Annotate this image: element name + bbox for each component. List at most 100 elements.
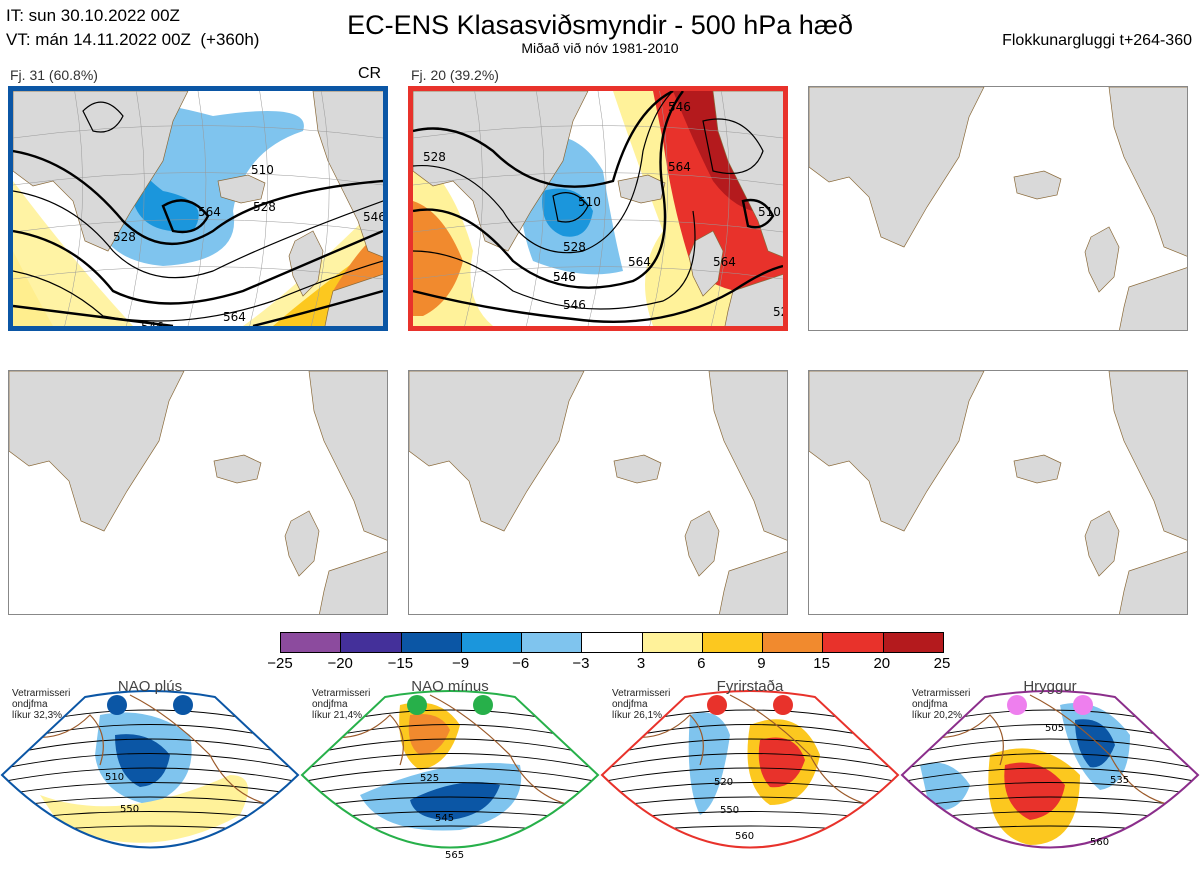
cluster-1-label: Fj. 31 (60.8%) [10, 67, 98, 83]
contour-label: 546 [553, 270, 576, 284]
cluster-map-2-svg: 510528528546546564564546564528546510 [413, 91, 783, 326]
contour-label: 528 [113, 230, 136, 244]
regime-2-svg: 525 545 565 [300, 690, 600, 861]
europe-land [1119, 551, 1187, 614]
parallel-line [413, 125, 783, 139]
warm-anomaly-west [413, 201, 463, 316]
cluster-map-1[interactable]: 510 528 528 546 546 564 564 [8, 86, 388, 331]
britain-land [284, 510, 320, 577]
positive-anomaly-area [40, 775, 248, 843]
regime-1-title: NAO plús [117, 678, 183, 695]
colorbar-bin [461, 633, 523, 652]
greenland-land [809, 87, 985, 248]
height-contour [902, 782, 1198, 796]
regime-3-note: Vetrarmisseri ondjfma líkur 26,1% [612, 688, 671, 721]
empty-map-3 [808, 86, 1188, 331]
regime-4-title: Hryggur [1023, 678, 1077, 695]
contour-label: 564 [223, 310, 246, 324]
cluster-map-2[interactable]: 510528528546546564564546564528546510 [408, 86, 788, 331]
negative-anomaly-core [115, 734, 170, 787]
regime-ridge: 505 535 560 Vetrarmisseri ondjfma líkur 20… [900, 675, 1200, 871]
iceland-land [613, 454, 662, 484]
empty-map-5-svg [409, 371, 787, 614]
meridian-line [587, 91, 607, 326]
regime-frame [900, 690, 1200, 849]
height-contour [702, 118, 764, 175]
colorbar-tick: 15 [813, 655, 830, 672]
colorbar-tick: −25 [267, 655, 293, 672]
scandinavia-land [312, 91, 383, 258]
negative-anomaly-area [688, 712, 730, 815]
height-contour [13, 149, 383, 246]
warm-anomaly-core [758, 737, 805, 788]
britain-land [1084, 226, 1120, 293]
contour-label: 525 [420, 773, 439, 784]
height-contour [13, 229, 383, 305]
colorbar-tick: 25 [933, 655, 951, 672]
contour-label: 546 [363, 210, 383, 224]
meridian-line [464, 91, 483, 326]
parallel-line [413, 172, 783, 186]
contour-label: 565 [445, 850, 464, 861]
contour-label: 546 [563, 298, 586, 312]
regime-marker-dot [473, 695, 493, 715]
height-contour [302, 753, 598, 770]
colorbar-tick: −3 [572, 655, 590, 672]
regime-nao-plus: 510 550 Vetrarmisseri ondjfma líkur 32,3%… [0, 675, 300, 871]
contour-label: 564 [713, 255, 736, 269]
colorbar-tick: 20 [873, 655, 891, 672]
colorbar-bin [702, 633, 764, 652]
height-contour [2, 753, 298, 770]
contour-label: 546 [553, 270, 576, 284]
height-contour [602, 738, 898, 757]
regime-4-svg: 505 535 560 [900, 690, 1200, 849]
colorbar [280, 632, 944, 653]
colorbar-bin [763, 633, 824, 652]
height-contour [413, 91, 674, 254]
contour-label: 564 [198, 205, 221, 219]
regime-marker-dot [1073, 695, 1093, 715]
contour-label: 545 [435, 813, 454, 824]
europe-land [1119, 267, 1187, 330]
regime-map-area [2, 694, 298, 843]
colorbar-bin [823, 633, 884, 652]
regime-frame [0, 690, 300, 849]
contour-label: 546 [141, 320, 164, 326]
meridian-line [711, 91, 730, 326]
height-contour [413, 91, 684, 289]
height-contour [602, 753, 898, 770]
contour-label: 550 [120, 804, 139, 815]
coastline [129, 694, 271, 806]
height-contour [902, 738, 1198, 757]
greenland-land [809, 371, 985, 532]
regime-3-svg: 520 550 560 [600, 690, 900, 849]
empty-map-6 [808, 370, 1188, 615]
height-contour [602, 782, 898, 796]
regime-2-note: Vetrarmisseri ondjfma líkur 21,4% [312, 688, 371, 721]
regime-1-svg: 510 550 [0, 690, 300, 849]
regime-marker-dot [173, 695, 193, 715]
height-contour [302, 767, 598, 783]
height-contour [13, 289, 383, 326]
contour-label: 546 [668, 100, 691, 114]
height-contour [602, 767, 898, 783]
contour-label: 528 [773, 305, 783, 319]
colorbar-bin [341, 633, 402, 652]
scandinavia-land [712, 91, 783, 258]
contour-label: 510 [251, 163, 274, 177]
colorbar-bin [401, 633, 462, 652]
regime-2-title: NAO mínus [411, 678, 489, 695]
classification-window: Flokkunargluggi t+264-360 [1002, 32, 1192, 49]
height-contour [2, 738, 298, 757]
contour-label: 560 [735, 831, 754, 842]
colorbar-tick: −9 [451, 655, 470, 672]
iceland-land [617, 174, 666, 204]
height-contour [902, 767, 1198, 783]
cluster-1-tag: CR [358, 65, 382, 82]
contour-label: 510 [105, 772, 124, 783]
height-contour [902, 796, 1198, 809]
colorbar-tick: 3 [636, 655, 646, 672]
colorbar-tick: 9 [757, 655, 766, 672]
parallel-line [13, 125, 383, 139]
empty-map-4-svg [9, 371, 387, 614]
